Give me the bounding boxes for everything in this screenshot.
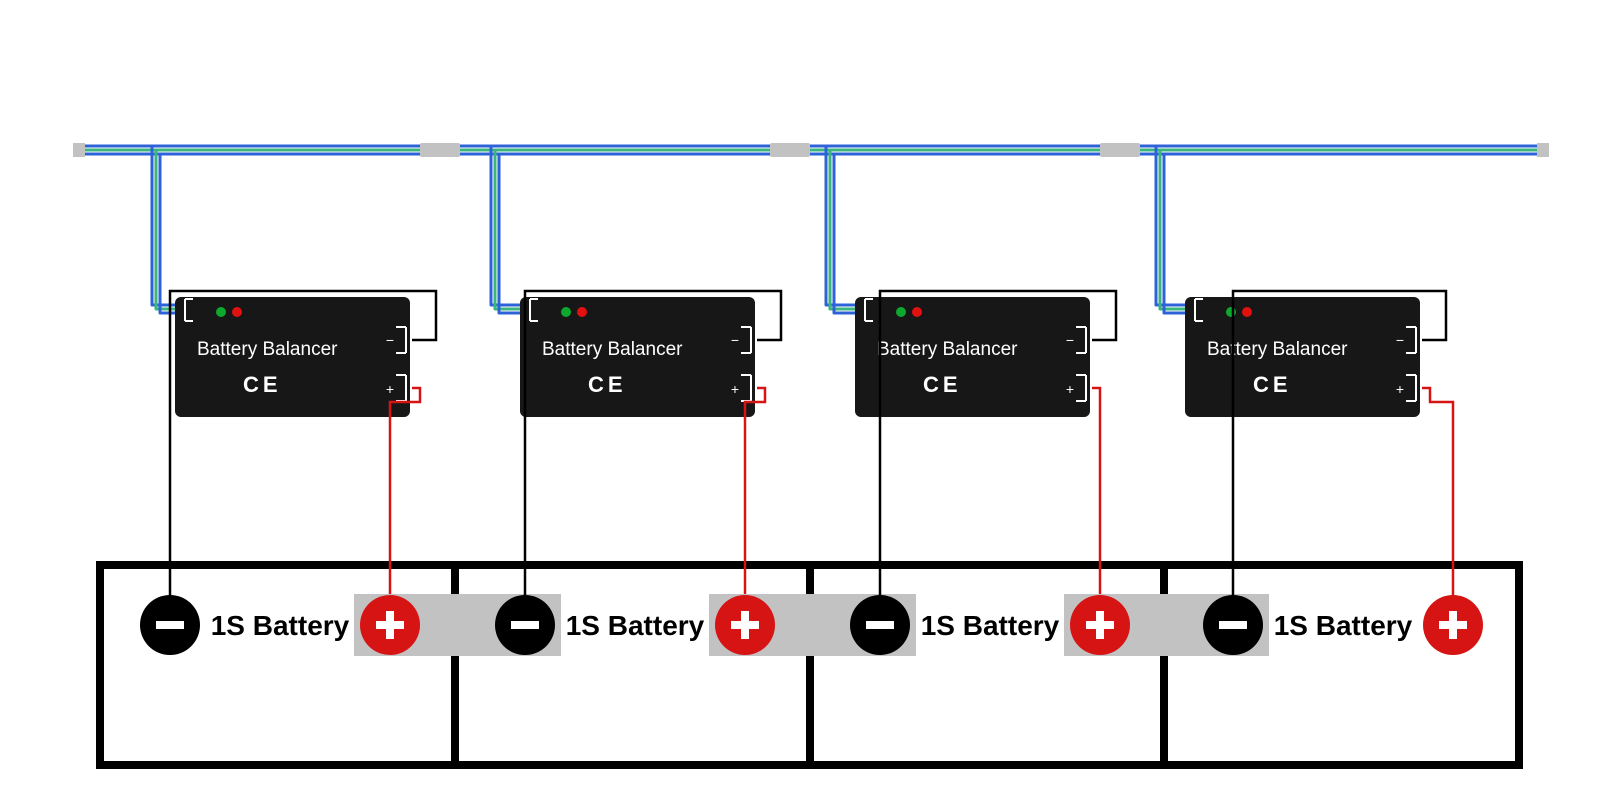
minus-icon (1219, 621, 1247, 629)
balancer-unit: Battery Balancer CE − +1S Battery (1156, 146, 1483, 655)
minus-icon (156, 621, 184, 629)
minus-icon: − (1396, 332, 1404, 348)
lead-plus (390, 388, 420, 625)
minus-icon (866, 621, 894, 629)
led-red (1242, 307, 1252, 317)
drop-wire (1164, 154, 1185, 313)
ce-mark: CE (243, 372, 282, 397)
lead-plus (1092, 388, 1100, 625)
bus-end-tip (1537, 143, 1549, 157)
plus-icon: + (1396, 381, 1404, 397)
led-green (896, 307, 906, 317)
led-green (561, 307, 571, 317)
battery-cell-label: 1S Battery (211, 610, 350, 641)
plus-icon-v (1096, 611, 1104, 639)
battery-cell-label: 1S Battery (1274, 610, 1413, 641)
plus-icon-v (741, 611, 749, 639)
minus-icon: − (386, 332, 394, 348)
led-red (577, 307, 587, 317)
minus-icon: − (731, 332, 739, 348)
minus-icon (511, 621, 539, 629)
drop-wire (499, 154, 520, 313)
lead-plus (1422, 388, 1453, 625)
led-green (216, 307, 226, 317)
ce-mark: CE (923, 372, 962, 397)
plus-icon: + (386, 381, 394, 397)
battery-cell-label: 1S Battery (566, 610, 705, 641)
led-red (232, 307, 242, 317)
drop-wire (160, 154, 175, 313)
balancer-unit: Battery Balancer CE − +1S Battery (491, 146, 916, 656)
plus-icon: + (731, 381, 739, 397)
bus-connector (770, 143, 810, 157)
led-red (912, 307, 922, 317)
balancer-label: Battery Balancer (1207, 339, 1348, 360)
battery-cell-label: 1S Battery (921, 610, 1060, 641)
plus-icon-v (386, 611, 394, 639)
minus-icon: − (1066, 332, 1074, 348)
wiring-diagram: Battery BalancerCE−+1S BatteryBattery Ba… (0, 0, 1623, 801)
balancer-label: Battery Balancer (877, 339, 1018, 360)
balancer-label: Battery Balancer (542, 339, 683, 360)
bus-connector (420, 143, 460, 157)
drop-wire (834, 154, 855, 313)
ce-mark: CE (1253, 372, 1292, 397)
bus-connector (1100, 143, 1140, 157)
balancer-label: Battery Balancer (197, 339, 338, 360)
led-green (1226, 307, 1236, 317)
lead-plus (745, 388, 765, 625)
plus-icon: + (1066, 381, 1074, 397)
bus-end-tip (73, 143, 85, 157)
plus-icon-v (1449, 611, 1457, 639)
ce-mark: CE (588, 372, 627, 397)
